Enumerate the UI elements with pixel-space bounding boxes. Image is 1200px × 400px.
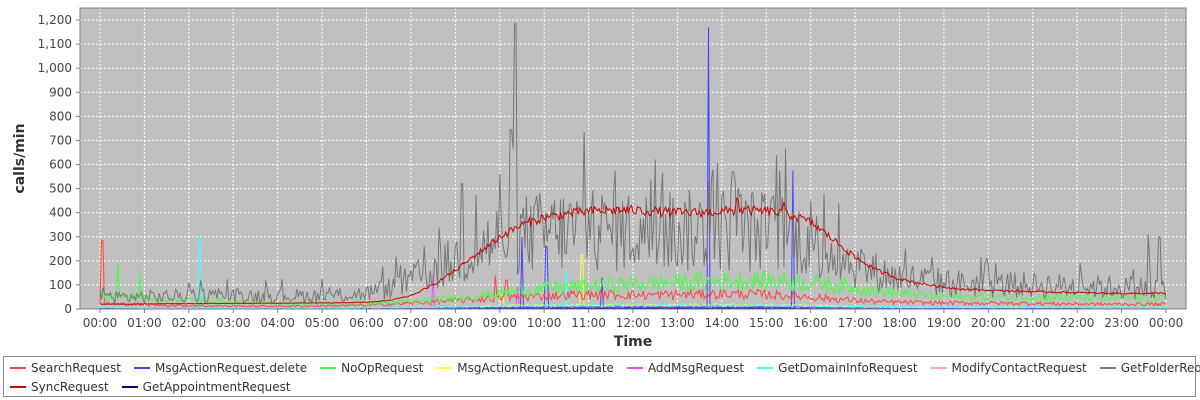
y-axis-title: calls/min (12, 123, 28, 193)
x-tick-label: 17:00 (838, 316, 873, 330)
x-axis-title: Time (614, 334, 652, 350)
legend-label: MsgActionRequest.delete (154, 361, 308, 375)
legend-label: NoOpRequest (341, 361, 424, 375)
legend-label: ModifyContactRequest (951, 361, 1087, 375)
x-tick-label: 13:00 (660, 316, 695, 330)
legend-swatch (121, 386, 138, 388)
y-tick-label: 800 (49, 109, 72, 123)
legend-row: SyncRequest GetAppointmentRequest (10, 377, 304, 397)
x-tick-label: 10:00 (527, 316, 562, 330)
legend-label: SyncRequest (31, 380, 109, 394)
x-tick-label: 20:00 (971, 316, 1006, 330)
chart-canvas: 0 100 200 300 400 500 600 700 800 900 1,000 1,100 1,… (12, 7, 1187, 350)
series-line (99, 239, 1167, 308)
x-tick-label: 11:00 (571, 316, 606, 330)
legend-swatch (930, 367, 947, 369)
x-tick-label: 22:00 (1060, 316, 1095, 330)
series-line (99, 197, 1167, 305)
legend-swatch (320, 367, 337, 369)
x-tick-label: 05:00 (305, 316, 340, 330)
x-tick-label: 08:00 (438, 316, 473, 330)
x-tick-label: 19:00 (927, 316, 962, 330)
grid-lines (80, 8, 1186, 309)
x-tick-label: 00:00 (1149, 316, 1184, 330)
legend-item: SyncRequest (10, 380, 109, 394)
legend-swatch (757, 367, 774, 369)
legend-swatch (10, 386, 26, 388)
x-tick-label: 15:00 (749, 316, 784, 330)
x-tick-label: 06:00 (349, 316, 384, 330)
legend-item: MsgActionRequest.delete (133, 361, 308, 375)
legend-label: GetDomainInfoRequest (778, 361, 918, 375)
x-tick-label: 21:00 (1015, 316, 1050, 330)
x-tick-label: 04:00 (260, 316, 295, 330)
legend-swatch (10, 367, 26, 369)
legend-swatch (133, 367, 150, 369)
y-tick-label: 400 (49, 206, 72, 220)
x-tick-label: 16:00 (793, 316, 828, 330)
x-tick-label: 03:00 (216, 316, 251, 330)
y-tick-label: 500 (49, 182, 72, 196)
x-tick-label: 00:00 (83, 316, 118, 330)
y-tick-label: 100 (49, 278, 72, 292)
legend-swatch (436, 367, 453, 369)
legend-row: SearchRequest MsgActionRequest.delete NoOp… (10, 358, 1200, 378)
x-tick-label: 02:00 (172, 316, 207, 330)
legend-label: GetAppointmentRequest (142, 380, 291, 394)
series-line (99, 23, 1167, 305)
y-tick-label: 0 (64, 302, 72, 316)
y-tick-label: 700 (49, 133, 72, 147)
y-tick-label: 1,100 (38, 37, 72, 51)
y-tick-label: 200 (49, 254, 72, 268)
legend-item: ModifyContactRequest (930, 361, 1087, 375)
y-tick-label: 1,200 (38, 13, 72, 27)
series-line (99, 237, 1167, 309)
legend-label: SearchRequest (31, 361, 121, 375)
y-tick-label: 1,000 (38, 61, 72, 75)
x-tick-label: 14:00 (705, 316, 740, 330)
y-tick-label: 900 (49, 85, 72, 99)
legend-label: AddMsgRequest (647, 361, 745, 375)
legend-item: AddMsgRequest (626, 361, 745, 375)
axes: 0 100 200 300 400 500 600 700 800 900 1,000 1,100 1,… (38, 13, 1184, 330)
plot-area (80, 8, 1186, 309)
y-tick-label: 300 (49, 230, 72, 244)
legend-item: GetFolderRequest (1099, 361, 1200, 375)
legend-item: GetDomainInfoRequest (757, 361, 918, 375)
legend-item: GetAppointmentRequest (121, 380, 291, 394)
x-tick-label: 18:00 (882, 316, 917, 330)
x-tick-label: 12:00 (616, 316, 651, 330)
legend-label: GetFolderRequest (1120, 361, 1200, 375)
legend-label: MsgActionRequest.update (457, 361, 614, 375)
legend-swatch (1099, 367, 1116, 369)
legend-swatch (626, 367, 643, 369)
legend-item: MsgActionRequest.update (436, 361, 614, 375)
x-tick-label: 09:00 (482, 316, 517, 330)
legend-item: NoOpRequest (320, 361, 423, 375)
legend-item: SearchRequest (10, 361, 121, 375)
y-tick-label: 600 (49, 158, 72, 172)
legend: SearchRequest MsgActionRequest.delete NoOp… (3, 356, 1200, 397)
x-tick-label: 01:00 (127, 316, 162, 330)
x-tick-label: 07:00 (394, 316, 429, 330)
x-tick-label: 23:00 (1104, 316, 1139, 330)
